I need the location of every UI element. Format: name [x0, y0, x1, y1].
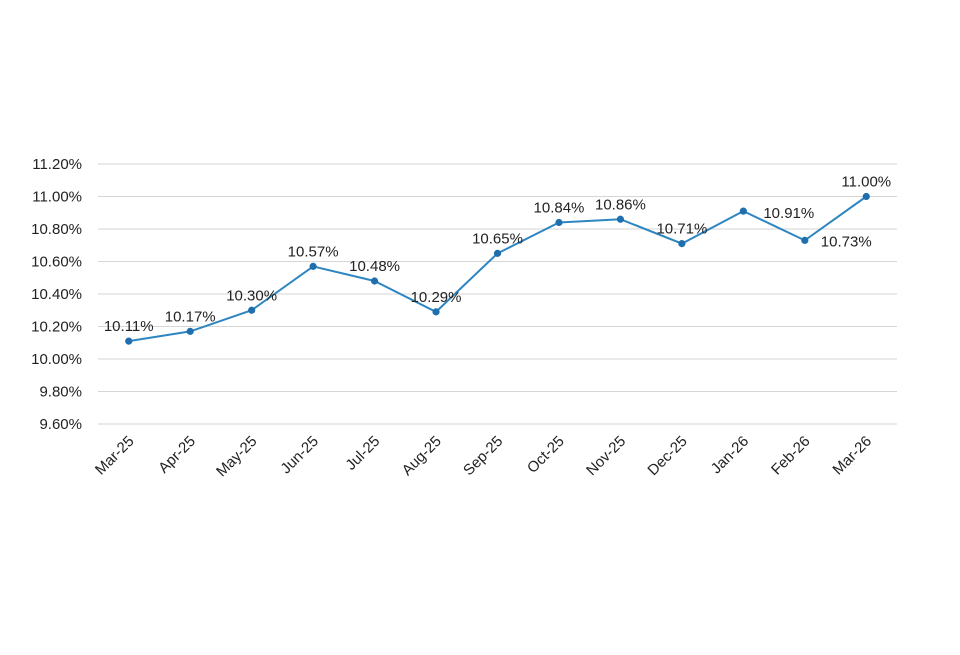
x-tick-label: Aug-25 [399, 433, 445, 479]
series [125, 192, 870, 345]
data-point [125, 337, 133, 345]
data-label: 10.86% [595, 196, 646, 213]
data-point [493, 249, 502, 257]
data-point [248, 306, 256, 314]
data-label: 10.29% [411, 289, 462, 306]
x-tick-label: Sep-25 [460, 433, 506, 479]
y-tick-label: 10.60% [31, 254, 82, 271]
data-label: 10.11% [104, 318, 154, 335]
data-point [678, 240, 686, 248]
x-tick-label: Feb-26 [768, 433, 814, 479]
data-label: 10.17% [165, 308, 216, 325]
x-tick-label: Oct-25 [524, 433, 568, 477]
data-point [309, 262, 317, 270]
data-label: 10.91% [763, 205, 814, 222]
data-label: 10.71% [656, 221, 707, 238]
data-point [739, 207, 747, 215]
x-tick-label: Nov-25 [583, 433, 629, 479]
y-tick-label: 9.60% [39, 416, 82, 433]
x-tick-label: Jan-26 [708, 433, 752, 477]
x-tick-label: Dec-25 [644, 433, 690, 479]
y-tick-label: 11.00% [32, 189, 82, 206]
data-point [370, 277, 379, 285]
y-tick-label: 9.80% [39, 384, 82, 401]
x-tick-label: Jun-25 [277, 433, 321, 477]
data-label: 10.65% [472, 230, 523, 247]
data-point [801, 236, 809, 244]
y-tick-label: 10.80% [31, 221, 82, 238]
series-line [128, 195, 867, 343]
y-tick-label: 10.40% [31, 286, 82, 303]
data-label: 10.73% [821, 233, 872, 250]
data-label: 10.84% [534, 200, 585, 217]
data-labels: 10.11% 10.17% 10.30% 10.57% 10.48% 10.29% 10.6… [104, 174, 891, 336]
data-point [616, 215, 625, 223]
data-point [432, 308, 440, 316]
data-point [186, 327, 194, 335]
y-tick-label: 10.00% [31, 351, 82, 368]
data-label: 10.30% [226, 287, 277, 304]
y-tick-label: 10.20% [31, 319, 82, 336]
data-label: 11.00% [841, 174, 891, 191]
data-label: 10.48% [349, 258, 400, 275]
x-tick-label: Mar-26 [829, 433, 875, 479]
data-point [862, 192, 870, 201]
x-tick-label: May-25 [213, 433, 260, 480]
x-tick-label: Mar-25 [92, 433, 138, 479]
x-tick-label: Jul-25 [342, 433, 383, 474]
x-axis-tick-labels: Mar-25 Apr-25 May-25 Jun-25 Jul-25 Aug-25 Sep-… [92, 433, 875, 480]
data-label: 10.57% [288, 243, 339, 260]
gridlines [98, 163, 897, 425]
x-tick-label: Apr-25 [155, 433, 199, 477]
y-tick-label: 11.20% [32, 156, 82, 173]
data-point [555, 218, 563, 227]
y-axis-tick-labels: 9.60% 9.80% 10.00% 10.20% 10.40% 10.60% 10.80%… [31, 156, 82, 433]
